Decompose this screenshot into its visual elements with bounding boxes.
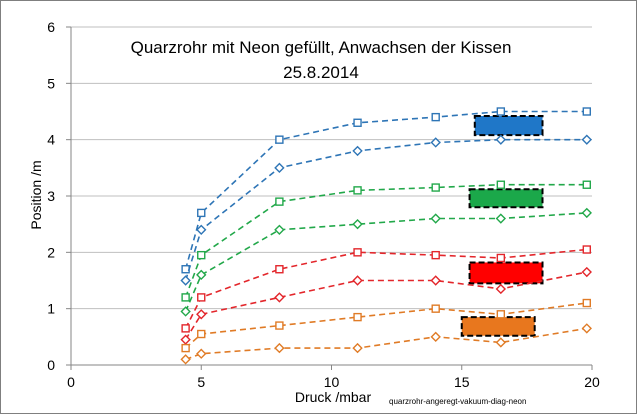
data-point bbox=[353, 312, 362, 322]
chart-subtitle: 25.8.2014 bbox=[283, 63, 359, 82]
data-point bbox=[352, 218, 363, 230]
data-series bbox=[180, 107, 592, 365]
highlight-boxes bbox=[460, 115, 544, 337]
data-point bbox=[275, 135, 284, 144]
data-point bbox=[430, 331, 441, 343]
series bbox=[180, 266, 592, 345]
data-point bbox=[582, 298, 591, 308]
highlight-box bbox=[460, 316, 536, 337]
series bbox=[180, 323, 592, 365]
data-point bbox=[197, 250, 206, 260]
x-tick-label: 5 bbox=[197, 374, 205, 390]
chart-annotation: quarzrohr-angeregt-vakuum-diag-neon bbox=[389, 397, 526, 406]
data-point bbox=[180, 334, 191, 345]
data-point bbox=[274, 292, 285, 303]
x-tick-label: 15 bbox=[454, 374, 470, 390]
series bbox=[181, 107, 591, 274]
data-point bbox=[352, 145, 363, 157]
data-point bbox=[181, 324, 190, 333]
data-point bbox=[180, 306, 191, 317]
data-point bbox=[352, 275, 363, 286]
x-tick-label: 20 bbox=[584, 374, 600, 390]
data-point bbox=[180, 354, 191, 365]
data-point bbox=[353, 248, 362, 257]
y-axis-label: Position /m bbox=[28, 160, 44, 229]
highlight-box bbox=[468, 188, 544, 209]
series bbox=[180, 207, 592, 317]
data-point bbox=[431, 304, 440, 313]
tick-labels: 0 5 10 15 20 0 1 2 3 4 5 6 bbox=[47, 19, 600, 390]
data-point bbox=[496, 310, 506, 319]
data-point bbox=[495, 337, 507, 348]
data-point bbox=[495, 134, 507, 145]
data-point bbox=[353, 186, 362, 195]
highlight-box bbox=[468, 261, 544, 285]
series bbox=[181, 245, 591, 333]
y-tick-label: 4 bbox=[47, 132, 55, 148]
series bbox=[181, 298, 591, 353]
data-point bbox=[196, 224, 207, 235]
data-point bbox=[581, 134, 592, 145]
data-point bbox=[582, 245, 591, 254]
data-point bbox=[275, 321, 284, 330]
data-point bbox=[496, 180, 506, 189]
highlight-box bbox=[473, 115, 544, 137]
data-point bbox=[353, 118, 362, 127]
data-point bbox=[430, 137, 441, 148]
data-point bbox=[274, 162, 285, 174]
y-tick-label: 2 bbox=[47, 244, 55, 260]
data-point bbox=[275, 265, 284, 274]
y-tick-label: 3 bbox=[47, 188, 55, 204]
data-point bbox=[196, 269, 207, 281]
data-point bbox=[181, 343, 190, 353]
data-point bbox=[495, 213, 507, 224]
x-axis-label: Druck /mbar bbox=[295, 389, 372, 405]
series bbox=[180, 134, 592, 286]
data-point bbox=[430, 213, 441, 224]
series bbox=[181, 180, 591, 302]
series-line bbox=[184, 138, 587, 281]
data-point bbox=[431, 112, 440, 122]
data-point bbox=[582, 180, 591, 189]
data-point bbox=[197, 329, 206, 339]
data-point bbox=[275, 197, 284, 206]
y-tick-label: 0 bbox=[47, 357, 55, 373]
y-tick-label: 5 bbox=[47, 75, 55, 91]
data-point bbox=[274, 224, 285, 235]
data-point bbox=[196, 348, 207, 359]
y-tick-label: 1 bbox=[47, 301, 55, 317]
data-point bbox=[274, 342, 285, 354]
data-point bbox=[180, 275, 191, 286]
gridlines bbox=[71, 26, 592, 310]
data-point bbox=[430, 275, 441, 286]
data-point bbox=[197, 208, 206, 218]
data-point bbox=[181, 265, 190, 274]
x-tick-label: 0 bbox=[67, 374, 75, 390]
data-point bbox=[496, 253, 506, 263]
data-point bbox=[496, 107, 506, 116]
data-point bbox=[431, 250, 440, 260]
data-point bbox=[196, 309, 207, 320]
y-tick-label: 6 bbox=[47, 19, 55, 35]
data-point bbox=[352, 342, 363, 354]
x-tick-label: 10 bbox=[324, 374, 340, 390]
data-point bbox=[197, 293, 206, 302]
data-point bbox=[581, 207, 592, 219]
chart-title: Quarzrohr mit Neon gefüllt, Anwachsen de… bbox=[131, 38, 512, 57]
data-point bbox=[581, 266, 592, 278]
data-point bbox=[495, 283, 507, 295]
data-point bbox=[431, 183, 440, 192]
data-point bbox=[582, 107, 591, 116]
data-point bbox=[181, 293, 190, 302]
data-point bbox=[581, 323, 592, 334]
axes bbox=[66, 26, 593, 370]
